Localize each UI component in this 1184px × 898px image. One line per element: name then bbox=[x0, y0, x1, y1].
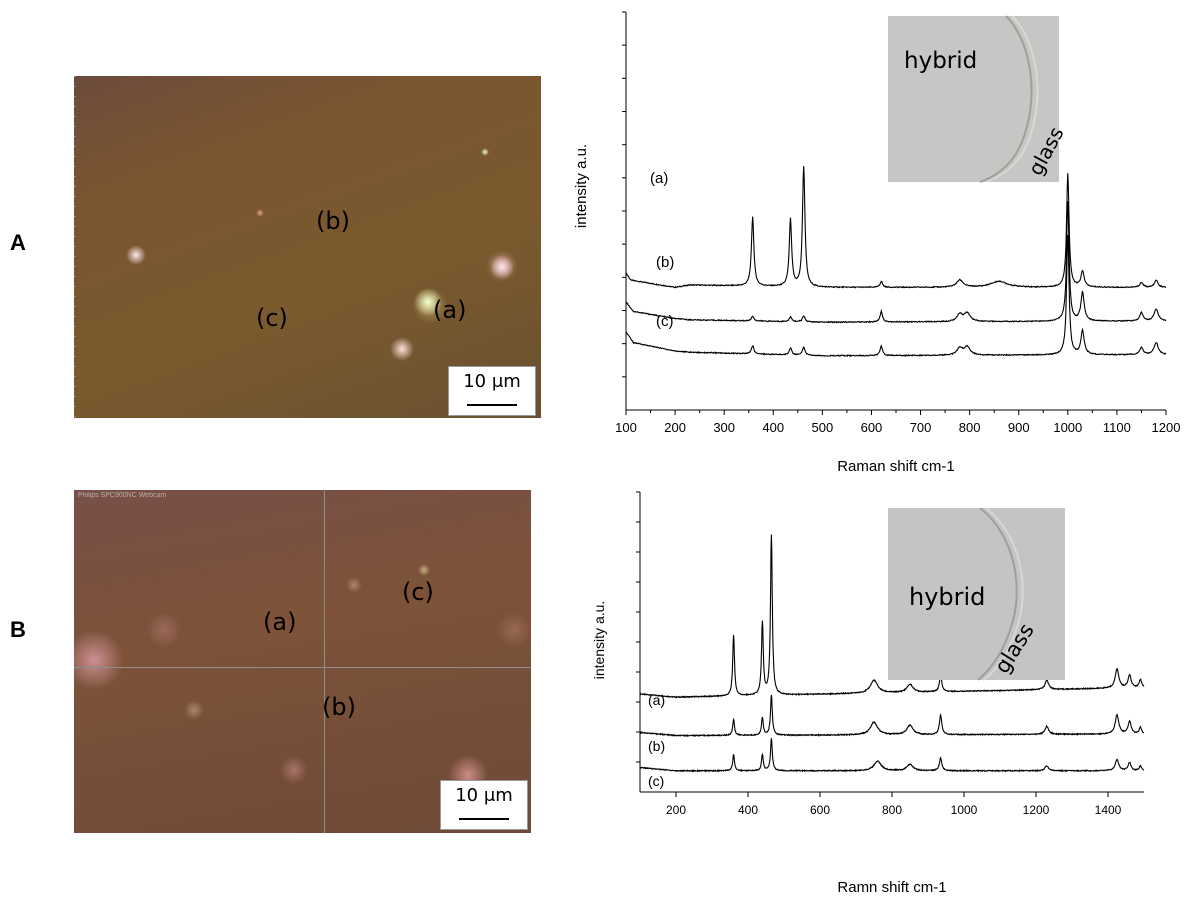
micro-b-label-c: (c) bbox=[402, 578, 434, 606]
series-label-b-c: (c) bbox=[648, 773, 664, 789]
series-label-a-b: (b) bbox=[656, 254, 674, 271]
x-axis-label-a: Raman shift cm-1 bbox=[837, 458, 955, 475]
series-label-a-a: (a) bbox=[650, 170, 668, 187]
micrograph-b: Philips SPC900NC Webcam (a) (b) (c) 10 μ… bbox=[74, 490, 531, 833]
x-tick-label: 1000 bbox=[951, 803, 978, 817]
micro-a-label-b: (b) bbox=[316, 207, 350, 235]
micro-a-label-c: (c) bbox=[256, 304, 288, 332]
x-tick-label: 1400 bbox=[1095, 803, 1122, 817]
x-tick-label: 800 bbox=[882, 803, 902, 817]
series-label-a-c: (c) bbox=[656, 313, 674, 330]
raman-chart-a: 100 200 300 400 500 600 700 800 900 1000 1100 1200 … bbox=[573, 11, 1181, 475]
spectrum-line bbox=[625, 166, 1167, 289]
x-tick-label: 500 bbox=[812, 420, 834, 435]
scale-bar-a-text: 10 μm bbox=[463, 371, 521, 392]
scale-bar-b: 10 μm bbox=[440, 780, 528, 830]
crosshair-horizontal bbox=[74, 667, 531, 668]
inset-photo-a: hybrid glass bbox=[888, 15, 1069, 183]
spectrum-line bbox=[625, 201, 1167, 324]
x-tick-label: 1200 bbox=[1023, 803, 1050, 817]
y-axis-label-b: intensity a.u. bbox=[591, 601, 607, 680]
panel-letter-a: A bbox=[10, 230, 26, 255]
scale-bar-a: 10 μm bbox=[448, 366, 536, 416]
x-tick-label: 300 bbox=[713, 420, 735, 435]
x-tick-label: 800 bbox=[959, 420, 981, 435]
x-tick-label: 1100 bbox=[1103, 420, 1131, 435]
spectrum-line bbox=[639, 694, 1145, 738]
x-tick-label: 1000 bbox=[1053, 420, 1082, 435]
micro-a-label-a: (a) bbox=[433, 296, 467, 324]
x-tick-label: 1200 bbox=[1152, 420, 1181, 435]
x-tick-label: 100 bbox=[615, 420, 637, 435]
series-label-b-b: (b) bbox=[648, 738, 665, 754]
x-tick-label: 200 bbox=[666, 803, 686, 817]
x-tick-label: 900 bbox=[1008, 420, 1030, 435]
micrograph-a: (a) (b) (c) 10 μm bbox=[74, 76, 541, 418]
series-label-b-a: (a) bbox=[648, 692, 665, 708]
x-tick-label: 600 bbox=[861, 420, 883, 435]
inset-a-hybrid: hybrid bbox=[904, 48, 977, 74]
inset-b-hybrid: hybrid bbox=[909, 583, 985, 611]
ruler-ticks bbox=[74, 76, 76, 418]
micro-b-label-a: (a) bbox=[263, 608, 297, 636]
x-tick-label: 400 bbox=[738, 803, 758, 817]
crosshair-vertical bbox=[324, 490, 325, 833]
x-tick-label: 700 bbox=[910, 420, 932, 435]
x-tick-label: 400 bbox=[762, 420, 784, 435]
y-axis-label-a: intensity a.u. bbox=[573, 144, 590, 228]
spectrum-line bbox=[640, 738, 1145, 773]
scale-bar-b-text: 10 μm bbox=[455, 785, 513, 806]
raman-chart-b: 200 400 600 800 1000 1200 1400 (a) (b) (c) Ram… bbox=[591, 491, 1145, 896]
x-tick-label: 600 bbox=[810, 803, 830, 817]
webcam-watermark: Philips SPC900NC Webcam bbox=[78, 492, 167, 499]
spectrum-line bbox=[639, 534, 1145, 699]
micro-b-label-b: (b) bbox=[322, 693, 356, 721]
panel-letter-b: B bbox=[10, 617, 26, 642]
spectrum-line bbox=[625, 234, 1167, 358]
inset-photo-b: hybrid glass bbox=[888, 507, 1065, 681]
x-axis-label-b: Ramn shift cm-1 bbox=[837, 879, 946, 896]
x-tick-label: 200 bbox=[664, 420, 686, 435]
